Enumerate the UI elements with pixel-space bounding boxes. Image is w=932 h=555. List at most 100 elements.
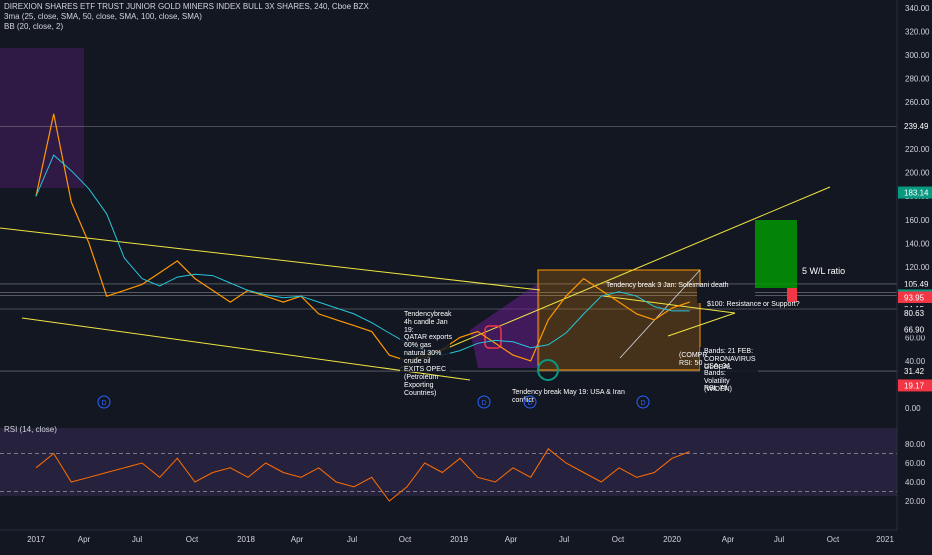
trend-rising (399, 186, 831, 369)
time-tick-label: 2017 (27, 535, 45, 544)
rsi-band (0, 428, 897, 496)
triangle-bottom (667, 312, 736, 337)
event-marker-icon (477, 395, 491, 409)
price-label-bg (898, 186, 932, 199)
time-tick-label: Jul (132, 535, 142, 544)
rsi-legend[interactable]: RSI (14, close) (4, 425, 57, 434)
annotation-line: (Petroleum (404, 374, 438, 381)
time-tick-label: Jul (559, 535, 569, 544)
annotation-soleimani: Tendency break 3 Jan: Soleimani death (606, 282, 729, 289)
annotation-line: (WIDEN) (704, 386, 732, 393)
event-marker-label: D (481, 400, 486, 407)
annotation-line: Tendencybreak (404, 311, 452, 318)
drawing-overlay (0, 186, 831, 381)
price-tick-label: 40.00 (905, 357, 926, 366)
price-tick-label: 220.00 (905, 145, 930, 154)
stop-zone (787, 288, 797, 302)
rsi-tick-label: 60.00 (905, 459, 926, 468)
event-marker-label: D (101, 400, 106, 407)
price-tick-label: 0.00 (905, 404, 921, 413)
annotation-line: conflict (512, 397, 534, 404)
price-tick-label: 160.00 (905, 216, 930, 225)
time-tick-label: Jul (774, 535, 784, 544)
price-tick-label: 340.00 (905, 4, 930, 13)
price-tick-label: 280.00 (905, 75, 930, 84)
bb-legend[interactable]: BB (20, close, 2) (4, 22, 64, 31)
rsi-tick-label: 80.00 (905, 440, 926, 449)
annotation-line: CORONAVIRUS (704, 356, 756, 363)
annotation-line: Countries) (404, 390, 436, 397)
price-label-bg (898, 379, 932, 392)
time-tick-label: 2019 (450, 535, 468, 544)
purple-zone (470, 282, 540, 368)
trend-upper (0, 227, 541, 291)
annotation-qatar: QATAR exports 60% gas natural 30% crude oil… (404, 334, 452, 397)
price-label-bg (898, 307, 932, 320)
annotation-line: EXITS OPEC (404, 366, 446, 373)
annotation-line: crude oil (404, 358, 431, 365)
event-marker-icon (636, 395, 650, 409)
price-label: 105.49 (904, 280, 929, 289)
annotation-usa: USA: 34 (704, 363, 730, 370)
price-tick-label: 120.00 (905, 263, 930, 272)
time-tick-label: Apr (722, 535, 735, 544)
time-axis: 2017 Apr Jul Oct 2018 Apr Jul Oct 2019 Apr Jul Oct 2… (0, 529, 897, 544)
note-bg (700, 347, 758, 391)
price-line (35, 113, 690, 362)
event-marker-icon (97, 395, 111, 409)
price-tick-label: 140.00 (905, 239, 930, 248)
price-tick-label: 320.00 (905, 28, 930, 37)
price-label-bg (898, 120, 932, 133)
annotation-line: 4h candle Jan (404, 319, 448, 326)
price-label: 31.42 (904, 367, 925, 376)
annotation-line: Exporting (404, 382, 434, 389)
price-mask (697, 285, 755, 303)
event-marker-icon (523, 395, 537, 409)
annotation-volatility: Bands: Volatility (WIDEN) (704, 370, 732, 393)
price-label-bg (898, 291, 932, 304)
time-tick-label: Apr (291, 535, 304, 544)
event-marker-label: D (640, 400, 645, 407)
triangle-top (602, 295, 736, 314)
annotation-line: 19: (404, 327, 414, 334)
time-tick-label: Apr (505, 535, 518, 544)
annotation-compr: (COMPR (679, 352, 707, 359)
price-label: 66.90 (904, 325, 925, 334)
time-tick-label: Jul (347, 535, 357, 544)
price-tick-label: 260.00 (905, 98, 930, 107)
ma-legend[interactable]: 3ma (25, close, SMA, 50, close, SMA, 100… (4, 12, 202, 21)
time-tick-label: Oct (612, 535, 625, 544)
price-label: 239.49 (904, 122, 929, 131)
rsi-tick-label: 40.00 (905, 478, 926, 487)
trend-lower (21, 317, 471, 381)
ma-line (35, 154, 690, 356)
price-label-bg (898, 323, 932, 336)
annotation-rsi50: RSI: 50 (679, 360, 702, 367)
rsi-line (35, 448, 690, 502)
price-tick-label: 300.00 (905, 51, 930, 60)
orange-zone (537, 269, 701, 371)
annotation-line: GLOBAL (704, 364, 732, 371)
annotation-line: Bands: (704, 370, 726, 377)
rsi-series (35, 448, 690, 502)
annotation-line: Tendency break 3 Jan: Soleimani death (606, 282, 729, 289)
breakout-circle (537, 359, 559, 381)
annotation-line: Bands: 21 FEB: (704, 348, 753, 355)
event-marker-label: D (527, 400, 532, 407)
rsi-tick-label: 20.00 (905, 497, 926, 506)
price-labels: 239.49183.14105.4998.0095.6893.9584.1580… (898, 120, 932, 392)
annotation-line: natural 30% (404, 350, 441, 357)
annotation-line: Tendency break May 19: USA & Iran (512, 389, 625, 396)
annotations: Tendencybreak 4h candle Jan 19:QATAR expor… (97, 266, 845, 409)
price-tick-label: 60.00 (905, 333, 926, 342)
price-label: 93.95 (904, 293, 925, 302)
annotation-may19: Tendency break May 19: USA & Iran conflic… (512, 389, 625, 404)
annotation-line: 60% gas (404, 342, 432, 349)
price-label: 19.17 (904, 381, 925, 390)
time-tick-label: 2021 (876, 535, 894, 544)
bb-shade (0, 48, 84, 188)
annotation-rsi70: RSI: 70 (704, 385, 727, 392)
time-tick-label: 2018 (237, 535, 255, 544)
